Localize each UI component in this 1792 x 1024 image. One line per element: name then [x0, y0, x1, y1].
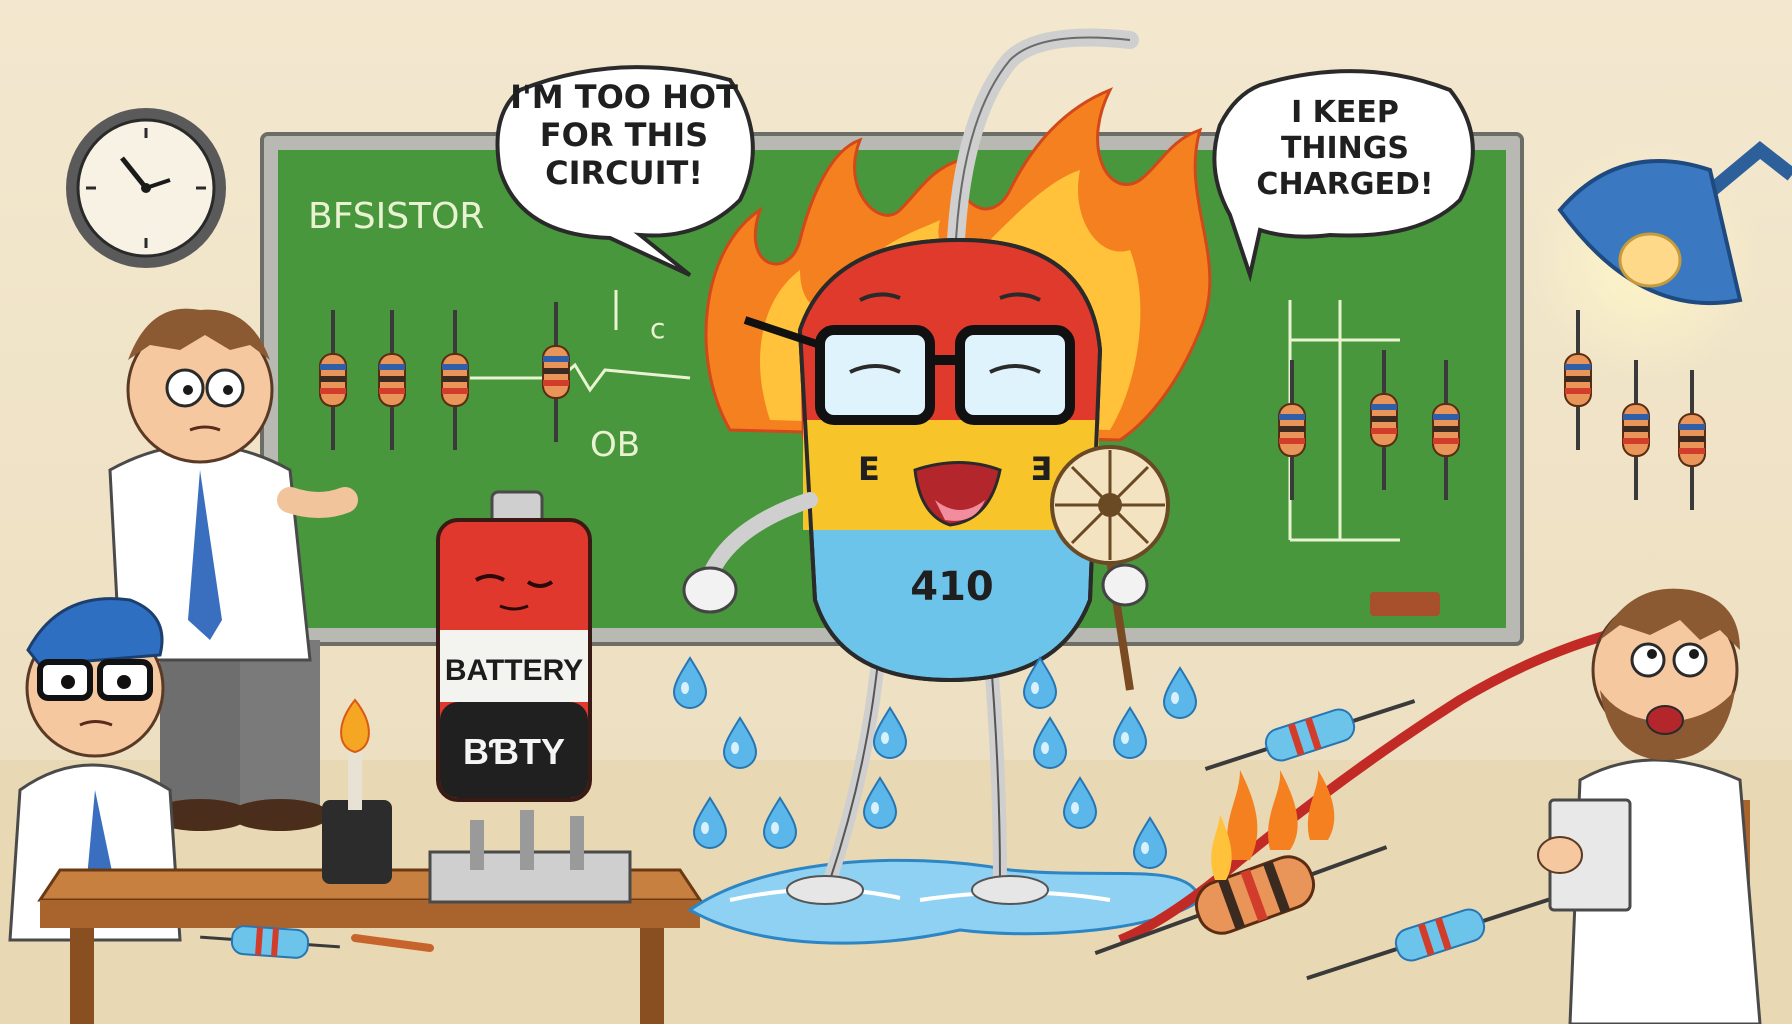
capacitor-mark-left: E [858, 450, 880, 488]
speech-left-line-2: FOR THIS [540, 116, 708, 154]
floor-components [1094, 615, 1671, 981]
speech-left-line-3: CIRCUIT! [545, 154, 703, 192]
capacitor-mark-right: Ǝ [1030, 450, 1052, 488]
bearded-observer-character [1537, 588, 1762, 1024]
speech-right-line-3: CHARGED! [1256, 167, 1433, 202]
teacher-character [108, 308, 358, 831]
desk-lamp [1525, 141, 1792, 382]
speech-left-line-1: I'M TOO HOT [510, 78, 738, 116]
speech-bubble-left: I'M TOO HOT FOR THIS CIRCUIT! [495, 65, 755, 277]
capacitor-character: E Ǝ 410 [682, 28, 1170, 905]
wall-clock [66, 108, 226, 268]
chalkboard-note-ob: OB [590, 425, 640, 465]
capacitor-belly-text: 410 [910, 564, 994, 610]
speech-right-line-1: I KEEP [1291, 95, 1399, 130]
chalkboard-eraser [1370, 592, 1440, 616]
candle-flame [340, 698, 370, 754]
handheld-fan [1050, 445, 1170, 691]
speech-bubble-right: I KEEP THINGS CHARGED! [1212, 69, 1475, 283]
battery-character: BATTERY BƁTY [436, 490, 592, 802]
chalkboard-title: BFSISTOR [308, 196, 484, 237]
chalkboard-note-c: c [650, 312, 665, 345]
battery-label-bottom: BƁTY [463, 731, 565, 772]
workbench-desk [37, 698, 703, 1024]
battery-label-top: BATTERY [445, 654, 583, 687]
speech-right-line-2: THINGS [1281, 131, 1409, 166]
